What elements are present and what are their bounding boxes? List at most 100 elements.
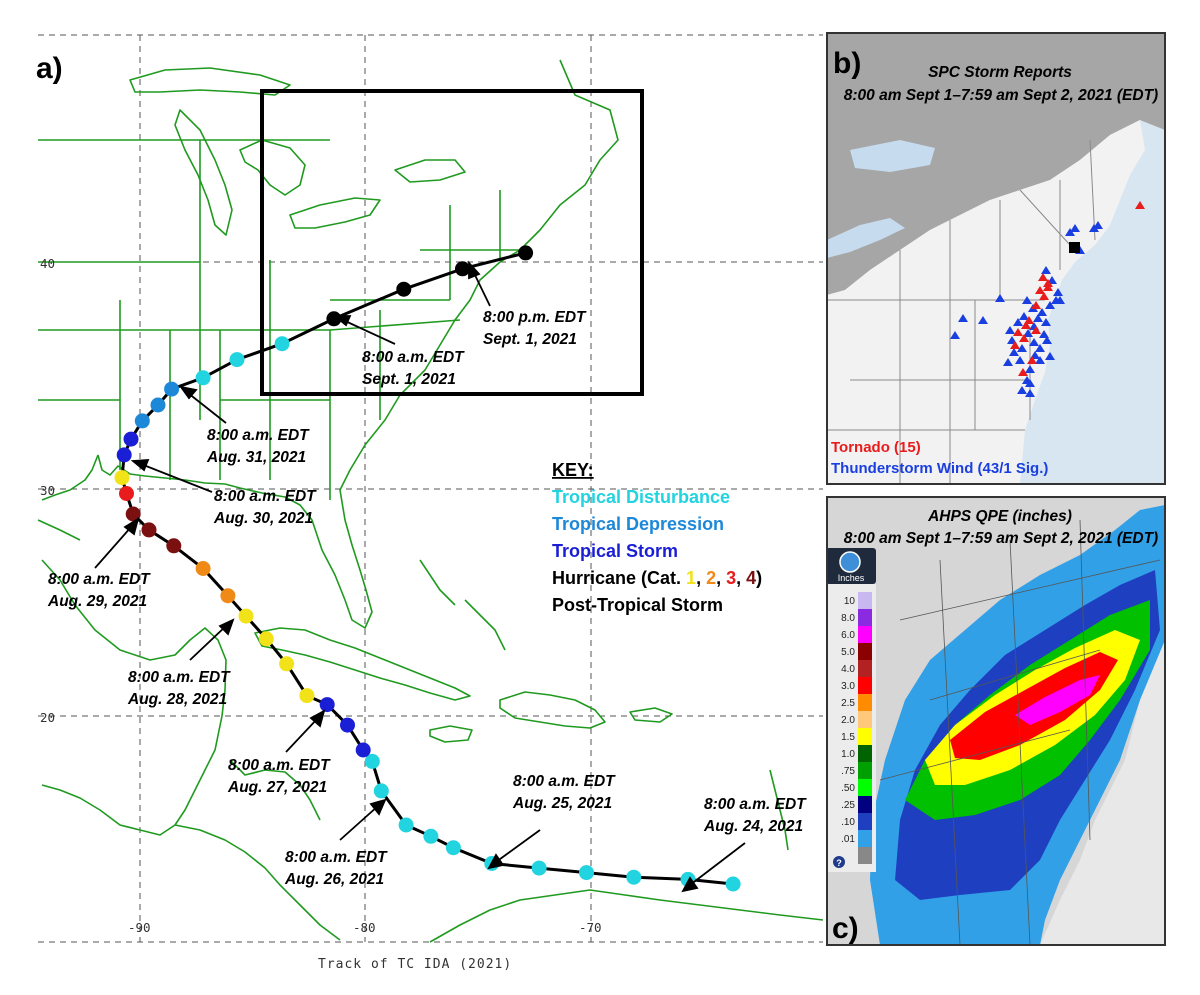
scale-label: 1.5 (841, 732, 855, 743)
scale-swatch (858, 677, 872, 694)
help-icon (833, 856, 845, 868)
track-point-disturbance (445, 840, 461, 856)
track-point-disturbance (531, 860, 547, 876)
lat-tick-30: 30 (40, 483, 55, 498)
badge-label: Inches (838, 573, 865, 583)
track-point-cat1 (299, 688, 315, 704)
tornado-report-marker (1021, 321, 1031, 329)
scale-label: 4.0 (841, 664, 855, 675)
coastlines (37, 59, 824, 943)
wind-report-marker (1089, 224, 1099, 232)
track-point-disturbance (398, 817, 414, 833)
ocean (1040, 600, 1165, 945)
wind-report-marker (1039, 330, 1049, 338)
key-depression: Tropical Depression (552, 514, 724, 534)
noaa-logo (839, 551, 861, 573)
wind-report-marker (1017, 344, 1027, 352)
wind-report-marker (1045, 352, 1055, 360)
ann-aug24-line1: 8:00 a.m. EDT (704, 796, 807, 813)
wind-report-marker (1025, 365, 1035, 373)
legend-tornado: Tornado (15) (831, 439, 921, 456)
wind-report-marker (1022, 296, 1032, 304)
wind-report-marker (1055, 296, 1065, 304)
ann-sep1pm-line1: 8:00 p.m. EDT (483, 309, 587, 326)
lon-tick-80: -80 (353, 920, 376, 935)
us-land (827, 120, 1145, 484)
scale-label: .25 (841, 800, 855, 811)
tornado-report-marker (1018, 368, 1028, 376)
track-point-disturbance (423, 828, 439, 844)
wind-report-marker (1009, 348, 1019, 356)
track-point-disturbance (364, 753, 380, 769)
scale-swatch (858, 609, 872, 626)
panel-a-caption: Track of TC IDA (2021) (318, 957, 512, 972)
ann-aug26-line1: 8:00 a.m. EDT (285, 849, 388, 866)
tornado-report-marker (1043, 283, 1053, 291)
graticule (38, 34, 823, 943)
wind-report-marker (1013, 318, 1023, 326)
lat-tick-20: 20 (40, 710, 55, 725)
wind-report-marker (1035, 344, 1045, 352)
panel-b-title-line2: 8:00 am Sept 1–7:59 am Sept 2, 2021 (EDT… (844, 87, 1158, 104)
track-point-storm (355, 742, 371, 758)
ann-sep1am-line1: 8:00 a.m. EDT (362, 349, 465, 366)
wind-report-marker (1025, 379, 1035, 387)
panel-c-title-line1: AHPS QPE (inches) (927, 508, 1072, 525)
track-point-cat1 (279, 656, 295, 672)
wind-report-marker (1019, 312, 1029, 320)
panel-c-title-line2: 8:00 am Sept 1–7:59 am Sept 2, 2021 (EDT… (844, 530, 1158, 547)
track-point-disturbance (626, 869, 642, 885)
qpe-color-scale: Inches 10 8.0 6.0 5.0 4.0 3.0 2.5 2.0 1.5 1.0 .75.… (826, 548, 876, 872)
annotation-arrows (94, 260, 746, 893)
track-point-cat4 (141, 522, 157, 538)
lat-tick-40: 40 (40, 256, 55, 271)
track-point-disturbance (579, 865, 594, 881)
scale-label: .50 (841, 783, 855, 794)
track-point-cat4 (166, 538, 182, 554)
track-point-storm (319, 697, 335, 713)
panel-b-storm-reports: b) SPC Storm Reports 8:00 am Sept 1–7:59… (826, 32, 1166, 485)
ann-aug27-line1: 8:00 a.m. EDT (228, 757, 331, 774)
wind-report-marker (1015, 356, 1025, 364)
annotation-labels: 8:00 a.m. EDT Aug. 24, 2021 8:00 a.m. ED… (47, 309, 807, 888)
wind-report-marker (1017, 386, 1027, 394)
wind-report-marker (1033, 314, 1043, 322)
tornado-report-marker (1010, 341, 1020, 349)
wind-report-marker (1041, 266, 1051, 274)
ann-aug29-line1: 8:00 a.m. EDT (48, 571, 151, 588)
scale-swatch (858, 694, 872, 711)
wind-report-marker (1070, 224, 1080, 232)
key-post-tropical: Post-Tropical Storm (552, 595, 723, 615)
ann-sep1am-line2: Sept. 1, 2021 (362, 371, 456, 388)
key-hurricane-prefix: Hurricane (Cat. (552, 568, 686, 588)
tornado-report-marker (1038, 273, 1048, 281)
key-cat4: 4 (746, 568, 756, 588)
wind-report-marker (1005, 326, 1015, 334)
track-point-post_tropical (396, 281, 412, 297)
track-point-post_tropical (455, 261, 470, 277)
wind-report-marker (1045, 301, 1055, 309)
track-point-storm (123, 431, 139, 447)
key-hurricane: Hurricane (Cat. 1, 2, 3, 4) (552, 568, 762, 588)
panel-b-title-line1: SPC Storm Reports (928, 64, 1072, 81)
wind-report-marker (1041, 318, 1051, 326)
scale-label: .01 (841, 834, 855, 845)
tornado-report-marker (1013, 328, 1023, 336)
track-point-disturbance (229, 352, 245, 368)
study-area-box (260, 89, 644, 396)
scale-label: 2.0 (841, 715, 855, 726)
panel-c-qpe-map: Inches 10 8.0 6.0 5.0 4.0 3.0 2.5 2.0 1.5 1.0 .75.… (826, 496, 1166, 946)
track-point-disturbance (195, 370, 211, 386)
track-point-cat1 (238, 608, 254, 624)
track-point-cat2 (195, 561, 211, 576)
storm-report-markers (950, 201, 1145, 397)
scale-swatch (858, 813, 872, 830)
panel-b-frame (826, 32, 1166, 485)
track-point-depression (150, 397, 166, 413)
track-point-storm (340, 717, 355, 733)
track-key: KEY: Tropical Disturbance Tropical Depre… (552, 460, 762, 615)
scale-swatch (858, 847, 872, 864)
scale-swatch (858, 660, 872, 677)
key-title: KEY: (552, 460, 594, 480)
